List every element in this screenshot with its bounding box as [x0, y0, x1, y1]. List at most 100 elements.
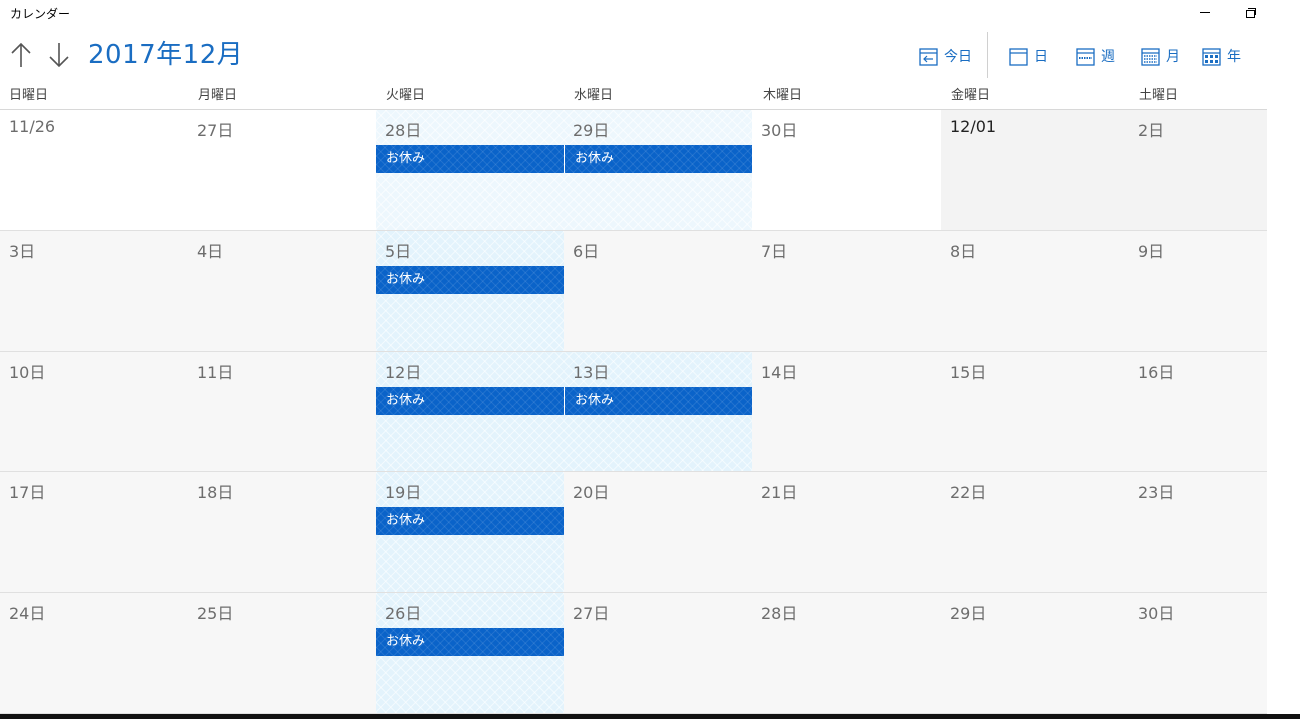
day-cell[interactable]: 4日 — [188, 231, 376, 352]
day-number: 10日 — [9, 363, 46, 382]
taskbar-edge — [0, 714, 1300, 719]
weekday-mon: 月曜日 — [198, 88, 238, 103]
event-item[interactable]: お休み — [376, 266, 564, 294]
day-number: 27日 — [197, 121, 234, 140]
day-cell[interactable]: 21日 — [752, 472, 941, 593]
day-cell[interactable]: 27日 — [188, 110, 376, 231]
day-cell[interactable]: 29日 — [941, 593, 1129, 714]
day-number: 8日 — [950, 242, 977, 261]
event-item[interactable]: お休み — [376, 507, 564, 535]
day-number: 30日 — [1138, 604, 1175, 623]
day-cell[interactable]: 6日 — [564, 231, 752, 352]
month-title: 2017年12月 — [88, 40, 244, 70]
day-number: 6日 — [573, 242, 600, 261]
day-number: 23日 — [1138, 483, 1175, 502]
day-number: 18日 — [197, 483, 234, 502]
day-cell[interactable]: 26日お休み — [376, 593, 564, 714]
day-cell[interactable]: 22日 — [941, 472, 1129, 593]
day-cell[interactable]: 12日お休み — [376, 352, 564, 472]
week-view-icon — [1076, 47, 1095, 66]
day-number: 21日 — [761, 483, 798, 502]
day-cell[interactable]: 16日 — [1129, 352, 1267, 472]
month-view-button[interactable]: 月 — [1141, 44, 1180, 68]
year-view-label: 年 — [1227, 49, 1241, 65]
toolbar-separator — [987, 32, 988, 78]
day-number: 7日 — [761, 242, 788, 261]
event-item[interactable]: お休み — [376, 145, 564, 173]
day-number: 24日 — [9, 604, 46, 623]
day-cell[interactable]: 3日 — [0, 231, 188, 352]
minimize-icon[interactable] — [1190, 4, 1220, 22]
arrow-down-icon[interactable] — [46, 40, 72, 70]
day-cell[interactable]: 15日 — [941, 352, 1129, 472]
toolbar: 2017年12月 今日 日 週 月 年 — [0, 30, 1300, 80]
day-number: 30日 — [761, 121, 798, 140]
day-cell[interactable]: 18日 — [188, 472, 376, 593]
day-cell[interactable]: 17日 — [0, 472, 188, 593]
day-number: 27日 — [573, 604, 610, 623]
day-number: 11日 — [197, 363, 234, 382]
day-cell[interactable]: 23日 — [1129, 472, 1267, 593]
day-cell[interactable]: 11日 — [188, 352, 376, 472]
day-cell[interactable]: 10日 — [0, 352, 188, 472]
day-cell[interactable]: 5日お休み — [376, 231, 564, 352]
day-number: 17日 — [9, 483, 46, 502]
day-number: 12日 — [385, 363, 422, 382]
day-cell[interactable]: 9日 — [1129, 231, 1267, 352]
event-item[interactable]: お休み — [564, 145, 752, 173]
day-number: 29日 — [573, 121, 610, 140]
day-cell[interactable]: 19日お休み — [376, 472, 564, 593]
day-cell[interactable]: 12/01 — [941, 110, 1129, 231]
day-cell[interactable]: 8日 — [941, 231, 1129, 352]
day-number: 4日 — [197, 242, 224, 261]
day-cell[interactable]: 30日 — [1129, 593, 1267, 714]
day-number: 28日 — [761, 604, 798, 623]
day-number: 29日 — [950, 604, 987, 623]
day-number: 15日 — [950, 363, 987, 382]
day-number: 12/01 — [950, 117, 997, 136]
day-cell[interactable]: 28日お休み — [376, 110, 564, 231]
arrow-up-icon[interactable] — [8, 40, 34, 70]
weekday-header: 日曜日 月曜日 火曜日 水曜日 木曜日 金曜日 土曜日 — [0, 84, 1267, 110]
day-view-icon — [1009, 47, 1028, 66]
weekday-sun: 日曜日 — [9, 88, 49, 103]
day-cell[interactable]: 7日 — [752, 231, 941, 352]
day-number: 16日 — [1138, 363, 1175, 382]
day-number: 11/26 — [9, 117, 56, 136]
event-item[interactable]: お休み — [376, 628, 564, 656]
day-number: 28日 — [385, 121, 422, 140]
weekday-fri: 金曜日 — [951, 88, 991, 103]
week-view-button[interactable]: 週 — [1076, 44, 1115, 68]
day-number: 2日 — [1138, 121, 1165, 140]
day-cell[interactable]: 20日 — [564, 472, 752, 593]
day-cell[interactable]: 28日 — [752, 593, 941, 714]
day-cell[interactable]: 25日 — [188, 593, 376, 714]
day-cell[interactable]: 13日 お休み — [564, 352, 752, 472]
day-number: 26日 — [385, 604, 422, 623]
month-view-icon — [1141, 47, 1160, 66]
day-cell[interactable]: 30日 — [752, 110, 941, 231]
month-view-label: 月 — [1166, 49, 1180, 65]
event-item[interactable]: お休み — [376, 387, 564, 415]
day-number: 5日 — [385, 242, 412, 261]
day-number: 22日 — [950, 483, 987, 502]
day-cell[interactable]: 11/26 — [0, 110, 188, 231]
today-icon — [919, 47, 938, 66]
day-number: 14日 — [761, 363, 798, 382]
day-view-button[interactable]: 日 — [1009, 44, 1048, 68]
restore-icon[interactable] — [1236, 4, 1266, 22]
day-number: 25日 — [197, 604, 234, 623]
weekday-tue: 火曜日 — [386, 88, 426, 103]
app-title: カレンダー — [10, 7, 71, 21]
day-cell[interactable]: 27日 — [564, 593, 752, 714]
day-cell[interactable]: 14日 — [752, 352, 941, 472]
year-view-button[interactable]: 年 — [1202, 44, 1241, 68]
day-cell[interactable]: 2日 — [1129, 110, 1267, 231]
day-cell[interactable]: 29日お休み — [564, 110, 752, 231]
day-cell[interactable]: 24日 — [0, 593, 188, 714]
event-item[interactable]: お休み — [564, 387, 752, 415]
today-button[interactable]: 今日 — [919, 44, 972, 68]
weekday-wed: 水曜日 — [574, 88, 614, 103]
day-number: 19日 — [385, 483, 422, 502]
title-bar: カレンダー — [0, 0, 1300, 28]
